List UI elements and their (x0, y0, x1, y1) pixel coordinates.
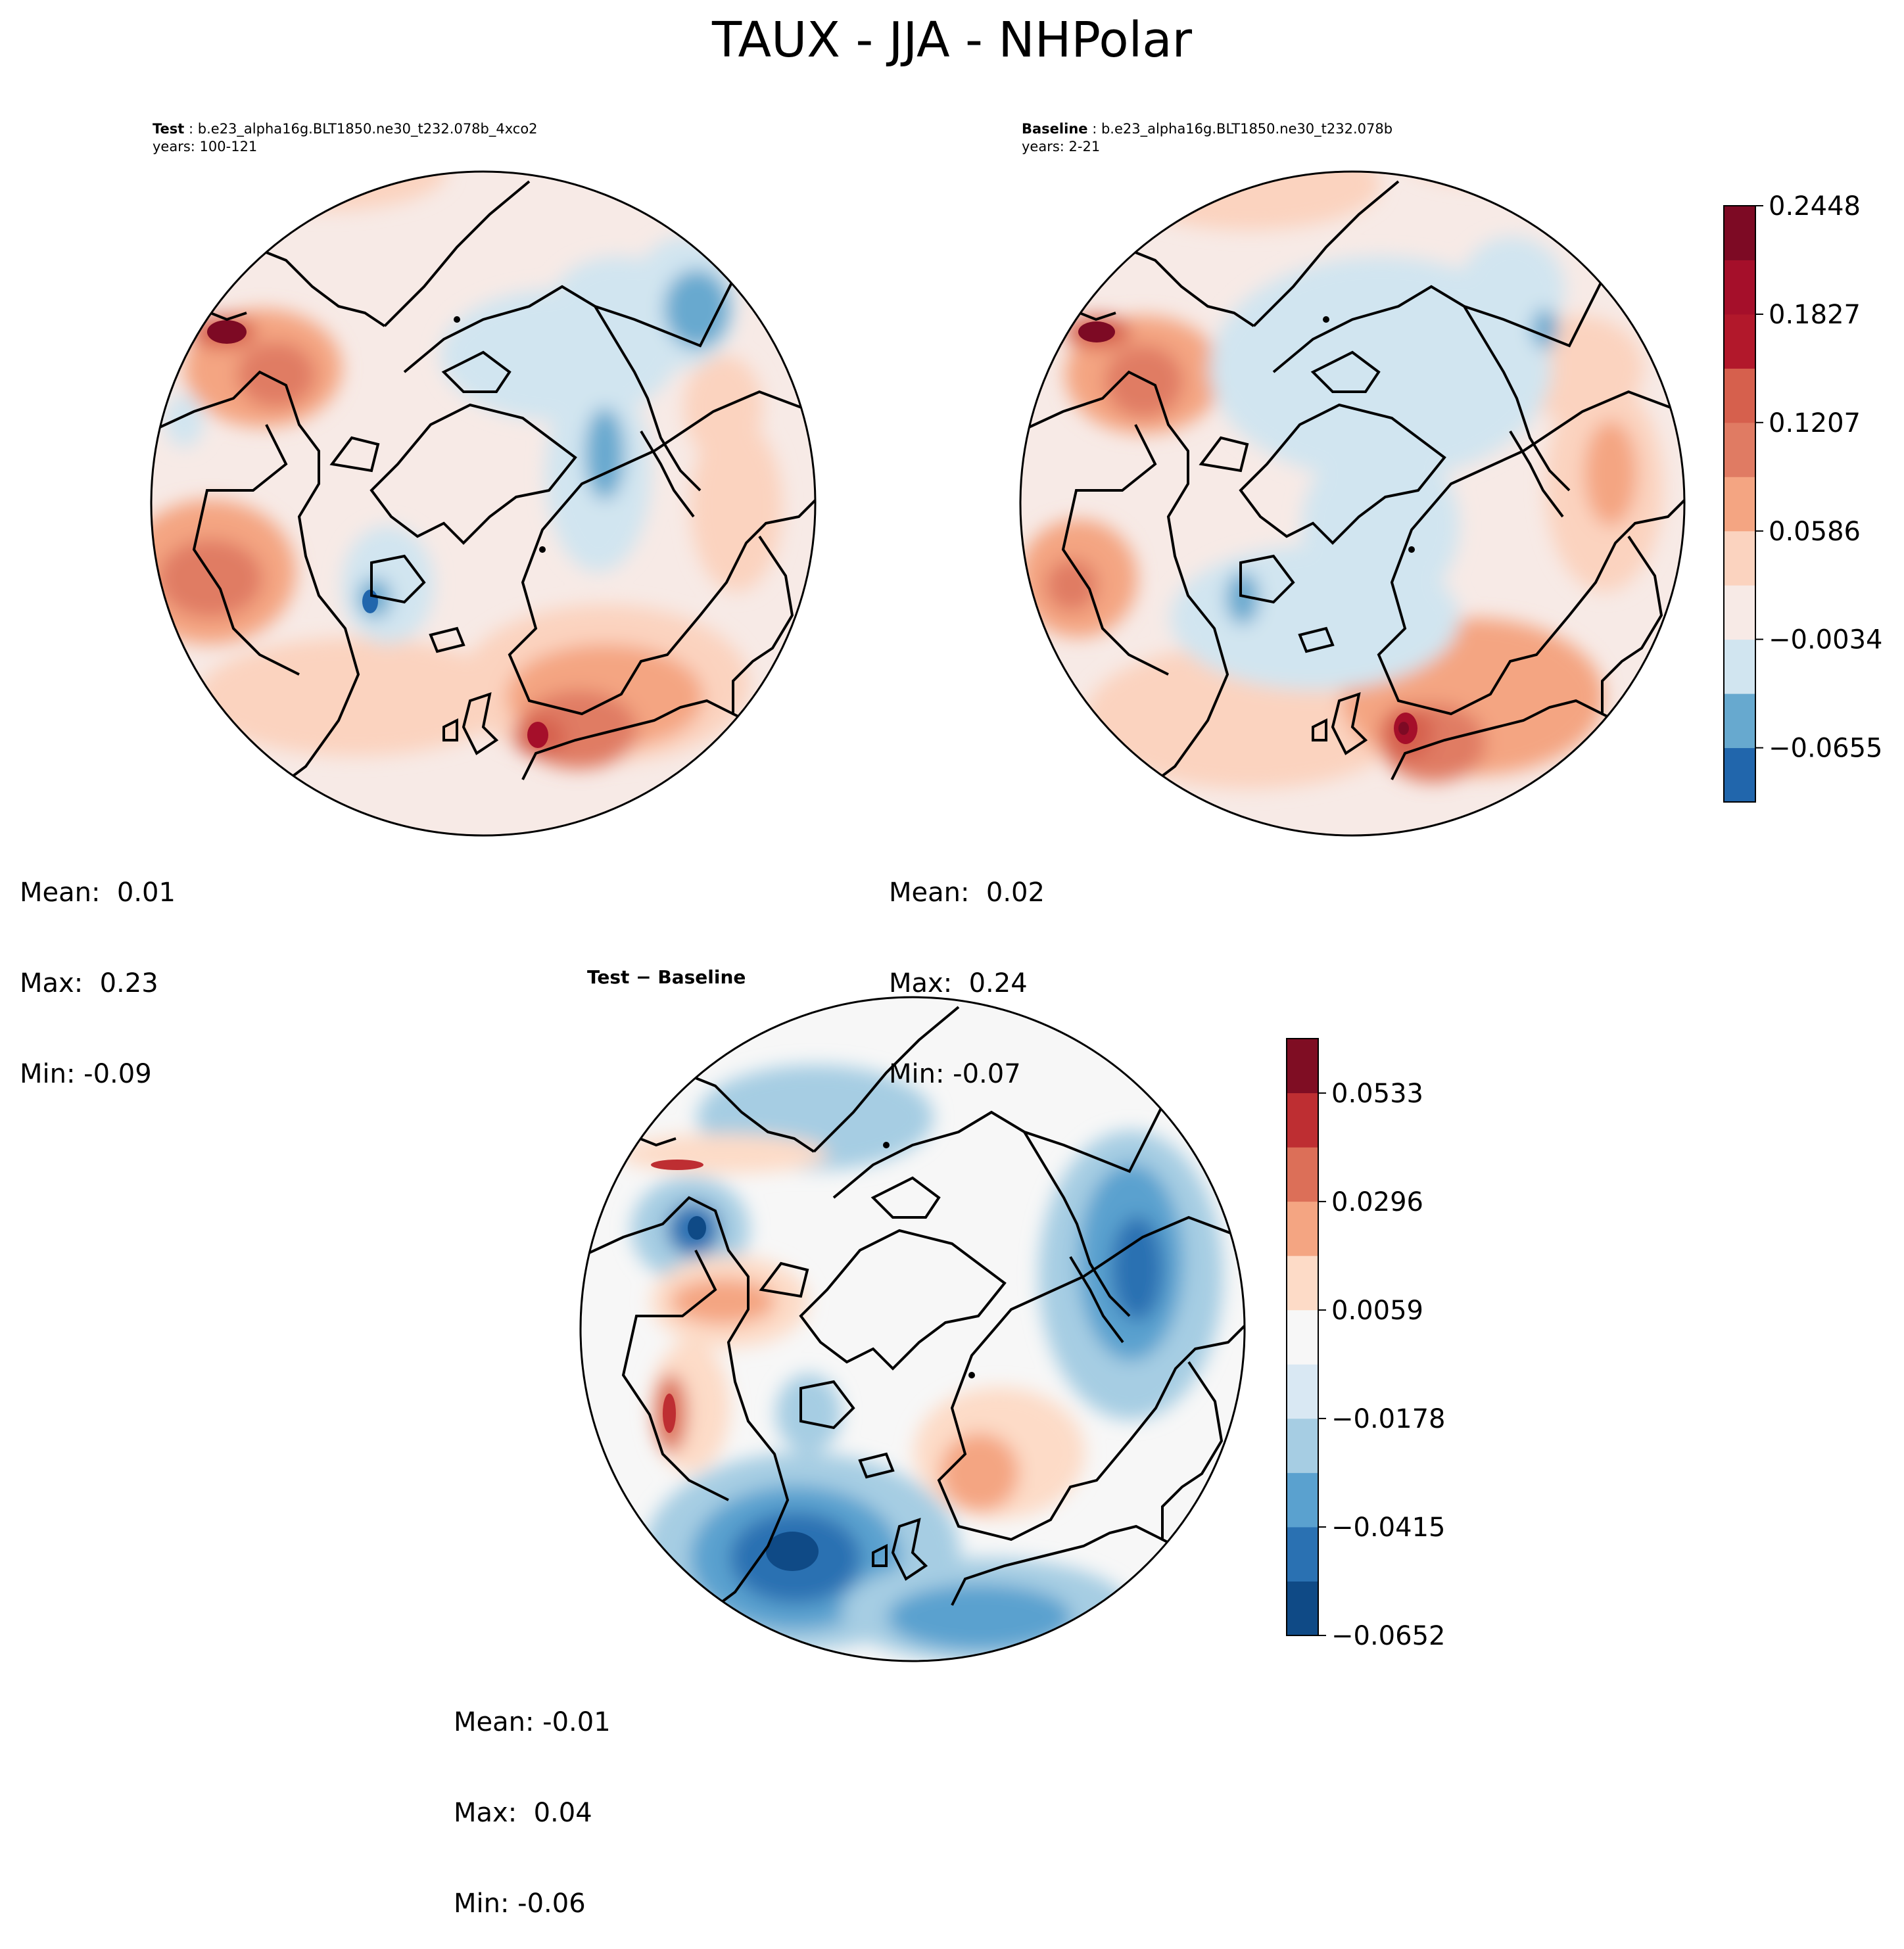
difference-colorbar-level-1 (1287, 1526, 1318, 1582)
difference-colorbar-level-10 (1287, 1039, 1318, 1094)
test-label: Test (153, 121, 185, 137)
test-separator: : (184, 121, 198, 137)
test-mean: Mean: 0.01 (20, 878, 176, 908)
test-panel-title: Test : b.e23_alpha16g.BLT1850.ne30_t232.… (153, 120, 538, 156)
baseline-separator: : (1087, 121, 1101, 137)
main-colorbar-level-9 (1724, 260, 1755, 315)
main-colorbar-level-2 (1724, 639, 1755, 694)
difference-map (579, 996, 1246, 1662)
difference-mean: Mean: -0.01 (454, 1707, 611, 1737)
difference-colorbar-level-6 (1287, 1256, 1318, 1311)
difference-max: Max: 0.04 (454, 1798, 592, 1828)
main-colorbar-tick-label-1: −0.0034 (1769, 625, 1882, 655)
difference-colorbar-level-0 (1287, 1581, 1318, 1636)
test-stats: Mean: 0.01 Max: 0.23 Min: -0.09 (20, 817, 176, 1119)
main-colorbar-tick-label-2: 0.0586 (1769, 517, 1861, 547)
main-colorbar-tick-label-4: 0.1827 (1769, 300, 1861, 330)
main-colorbar-level-8 (1724, 314, 1755, 369)
main-colorbar-tick-label-0: −0.0655 (1769, 734, 1882, 764)
main-colorbar-tick-label-5: 0.2448 (1769, 191, 1861, 222)
main-colorbar: −0.0655 −0.0034 0.0586 0.1207 0.1827 0.2448 (1723, 191, 1882, 803)
main-colorbar-level-3 (1724, 585, 1755, 640)
baseline-case-name: b.e23_alpha16g.BLT1850.ne30_t232.078b (1101, 121, 1393, 137)
difference-min: Min: -0.06 (454, 1889, 586, 1919)
test-map (150, 170, 817, 837)
difference-colorbar-tick-label-1: −0.0415 (1331, 1513, 1445, 1543)
difference-colorbar-level-5 (1287, 1309, 1318, 1365)
main-colorbar-level-5 (1724, 477, 1755, 532)
difference-colorbar-tick-label-0: −0.0652 (1331, 1621, 1445, 1651)
difference-panel-title: Test − Baseline (587, 966, 746, 988)
baseline-mean: Mean: 0.02 (889, 878, 1045, 908)
figure-canvas: −0.0655 −0.0034 0.0586 0.1207 0.1827 0.2448 −… (150, 170, 1882, 1662)
difference-colorbar-tick-label-3: 0.0059 (1331, 1296, 1423, 1326)
baseline-min: Min: -0.07 (889, 1059, 1021, 1089)
difference-colorbar-frame (1286, 1038, 1319, 1636)
difference-colorbar-level-9 (1287, 1092, 1318, 1148)
baseline-max: Max: 0.24 (889, 968, 1028, 998)
baseline-stats: Mean: 0.02 Max: 0.24 Min: -0.07 (889, 817, 1045, 1119)
test-max: Max: 0.23 (20, 968, 158, 998)
difference-colorbar-tick-label-5: 0.0533 (1331, 1079, 1423, 1109)
main-colorbar-frame (1723, 205, 1756, 803)
difference-colorbar-tick-label-4: 0.0296 (1331, 1187, 1423, 1217)
difference-colorbar-tick-label-2: −0.0178 (1331, 1404, 1445, 1434)
difference-colorbar-level-3 (1287, 1418, 1318, 1473)
test-years: years: 100-121 (153, 139, 258, 154)
main-colorbar-level-7 (1724, 368, 1755, 423)
baseline-map (1019, 170, 1686, 837)
baseline-years: years: 2-21 (1022, 139, 1101, 154)
test-case-name: b.e23_alpha16g.BLT1850.ne30_t232.078b_4x… (197, 121, 538, 137)
baseline-label: Baseline (1022, 121, 1088, 137)
main-colorbar-level-10 (1724, 206, 1755, 260)
difference-colorbar: −0.0652 −0.0415 −0.0178 0.0059 0.0296 0.0533 (1286, 1038, 1445, 1651)
main-colorbar-level-0 (1724, 747, 1755, 803)
figure-title: TAUX - JJA - NHPolar (712, 12, 1192, 68)
main-colorbar-level-4 (1724, 530, 1755, 586)
difference-colorbar-level-8 (1287, 1147, 1318, 1202)
difference-colorbar-level-2 (1287, 1472, 1318, 1528)
baseline-panel-title: Baseline : b.e23_alpha16g.BLT1850.ne30_t… (1022, 120, 1392, 156)
difference-colorbar-level-7 (1287, 1201, 1318, 1256)
test-min: Min: -0.09 (20, 1059, 152, 1089)
main-colorbar-level-6 (1724, 422, 1755, 477)
difference-colorbar-level-4 (1287, 1364, 1318, 1419)
difference-stats: Mean: -0.01 Max: 0.04 Min: -0.06 (454, 1647, 611, 1949)
main-colorbar-level-1 (1724, 693, 1755, 749)
main-colorbar-tick-label-3: 0.1207 (1769, 408, 1861, 438)
